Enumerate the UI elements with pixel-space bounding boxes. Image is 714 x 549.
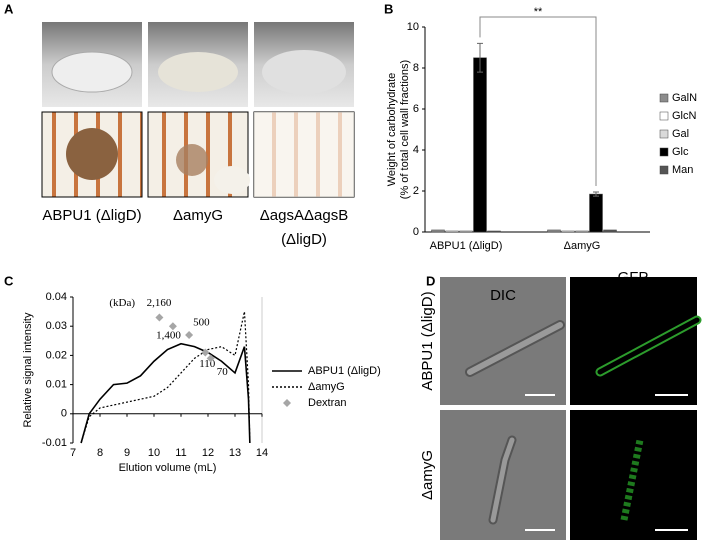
legend-label: ΔamyG <box>308 381 345 393</box>
y-tick-label: 2 <box>413 185 419 197</box>
error-bar <box>593 191 599 197</box>
panel-letter: B <box>384 1 393 16</box>
x-tick-label: 11 <box>175 447 186 459</box>
y-tick-label: 0 <box>61 408 67 420</box>
y-tick-label: 0.04 <box>46 291 67 303</box>
y-tick-label: -0.01 <box>42 437 67 449</box>
column-label: DIC <box>490 287 516 304</box>
column-label: (α-1,3-Glucan) <box>584 288 681 305</box>
bar <box>473 57 487 233</box>
bar <box>459 230 473 233</box>
dextran-point <box>168 322 177 331</box>
x-tick-label: 12 <box>202 447 214 459</box>
dextran-point <box>155 313 164 322</box>
y-tick-label: 0.02 <box>46 349 67 361</box>
legend-label: GalN <box>672 92 697 104</box>
legend-swatch <box>659 93 669 103</box>
bar <box>603 229 617 233</box>
y-tick-label: 0.03 <box>46 320 67 332</box>
bar <box>431 229 445 233</box>
dextran-point <box>201 348 210 357</box>
panel-letter: C <box>4 273 14 288</box>
strain-label: ABPU1 (ΔligD) <box>42 207 141 224</box>
x-tick-label: 14 <box>256 447 268 459</box>
dextran-label: 1,400 <box>156 330 181 342</box>
y-tick-label: 0.01 <box>46 379 67 391</box>
significance-bracket <box>479 16 597 187</box>
column-label: GFP <box>618 269 649 286</box>
strain-label: (ΔligD) <box>281 231 327 248</box>
y-tick-label: 0 <box>413 226 419 238</box>
y-tick-label: 6 <box>413 103 419 115</box>
significance-label: ** <box>534 6 543 18</box>
legend-swatch <box>659 165 669 175</box>
x-tick-label: 7 <box>70 447 76 459</box>
row-label: ΔamyG <box>419 450 436 500</box>
dextran-label: 110 <box>199 358 216 370</box>
bar <box>445 230 459 233</box>
bar <box>561 230 575 233</box>
panel-letter: D <box>426 273 435 288</box>
legend-label: ABPU1 (ΔligD) <box>308 365 381 377</box>
legend-label: GlcN <box>672 110 697 122</box>
bar <box>589 193 603 233</box>
x-tick-label: ΔamyG <box>564 240 601 252</box>
legend-label: Glc <box>672 146 689 158</box>
dextran-label: 70 <box>217 366 229 378</box>
line <box>80 342 251 444</box>
legend-label: Gal <box>672 128 689 140</box>
dextran-label: 500 <box>193 316 210 328</box>
y-axis-label: Relative signal intensity <box>22 312 34 427</box>
x-tick-label: 8 <box>97 447 103 459</box>
dextran-point <box>206 354 215 363</box>
line <box>80 311 251 444</box>
legend-label: Dextran <box>308 397 347 409</box>
legend-swatch <box>659 111 669 121</box>
dextran-unit: (kDa) <box>109 297 135 309</box>
x-tick-label: ABPU1 (ΔligD) <box>430 240 503 252</box>
x-tick-label: 13 <box>229 447 241 459</box>
y-tick-label: 10 <box>407 21 419 33</box>
legend-marker <box>283 399 291 407</box>
error-bar <box>477 42 483 73</box>
x-axis-label: Elution volume (mL) <box>119 462 217 474</box>
strain-label: ΔagsAΔagsB <box>260 207 348 224</box>
panel-d-images <box>440 277 702 540</box>
x-tick-label: 10 <box>148 447 160 459</box>
legend-label: Man <box>672 164 693 176</box>
panel-a-images <box>41 22 355 198</box>
panel-letter: A <box>4 1 14 16</box>
dextran-point <box>185 330 194 339</box>
y-tick-label: 4 <box>413 144 419 156</box>
legend-swatch <box>659 129 669 139</box>
bar <box>547 229 561 233</box>
y-axis-label: Weight of carbohydrate <box>386 73 398 187</box>
legend-swatch <box>659 147 669 157</box>
strain-label: ΔamyG <box>173 207 223 224</box>
bar <box>487 230 501 233</box>
row-label: ABPU1 (ΔligD) <box>419 291 436 390</box>
x-tick-label: 9 <box>124 447 130 459</box>
y-tick-label: 8 <box>413 62 419 74</box>
bar <box>575 230 589 233</box>
y-axis-label: (% of total cell wall fractions) <box>399 60 411 199</box>
dextran-label: 2,160 <box>147 297 172 309</box>
